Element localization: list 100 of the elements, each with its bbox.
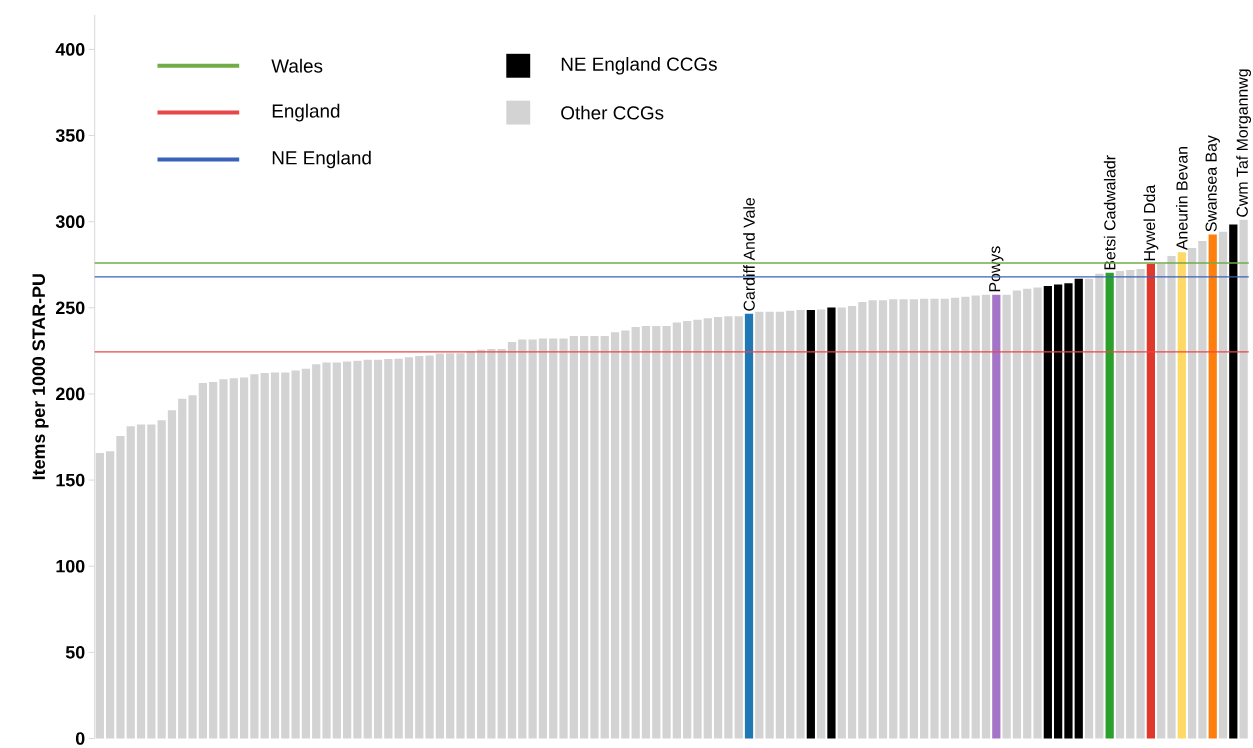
bar [322,362,331,739]
bar [610,332,620,739]
bar [837,307,846,739]
bar [909,299,918,739]
bar [1136,268,1145,739]
y-tick-label: 0 [75,732,85,745]
bar [332,362,341,739]
bar [621,330,630,739]
x-tick-label: Betsi Cadwaladr [1103,155,1116,270]
bar [569,335,578,739]
y-tick-label: 400 [55,43,85,56]
y-tick-label: 200 [55,387,85,401]
bar [209,381,218,739]
bar [239,377,249,739]
bar [559,338,568,739]
bar [1115,270,1125,739]
bar [312,364,321,739]
bar [786,310,795,739]
bar [384,358,393,739]
bar [497,348,506,739]
bar [250,374,259,739]
bar [404,357,414,739]
bar [971,295,980,739]
bar [847,306,857,739]
bar [1177,252,1186,739]
bar [1187,247,1197,739]
bar [198,382,207,739]
bar [219,379,228,739]
bar [270,372,280,739]
bar [1043,285,1052,739]
legend-label: NE England CCGs [561,56,717,75]
bar [631,327,640,739]
y-tick-label: 350 [55,129,85,142]
bar [765,311,774,739]
bar [188,395,197,739]
bar [600,335,609,739]
bar [652,326,661,739]
x-tick-label: Aneurin Bevan [1175,146,1188,251]
bar [1002,294,1011,739]
bar [116,435,125,739]
bar [167,410,177,739]
bar [136,424,146,739]
bar [373,359,383,739]
bar [178,398,187,739]
y-tick-label: 150 [56,473,85,487]
bar [1033,287,1042,739]
bar [580,335,589,739]
y-tick-label: 300 [55,215,85,228]
x-tick-label: Cwm Taf Morgannwg [1236,69,1252,217]
bar [538,338,548,739]
bar [363,359,372,739]
bar [1126,269,1135,739]
bar [806,309,815,739]
bar [260,373,269,739]
legend-label: Wales [271,58,323,73]
bar [755,311,764,739]
bar [528,339,537,739]
bar [590,335,599,739]
bar [744,313,754,739]
legend-label: England [272,103,340,122]
bar [435,353,444,739]
bar [899,299,908,739]
bar [1198,240,1207,739]
bar [1218,231,1228,739]
y-axis-title: Items per 1000 STAR-PU [32,274,49,480]
bar [126,426,135,739]
bar [1064,283,1073,739]
bar [487,348,496,739]
bar [1095,273,1104,739]
bar [683,320,692,739]
bar [476,349,486,739]
bar [992,294,1001,739]
bar [147,424,156,739]
bar [1023,288,1032,739]
bar [1167,255,1176,739]
bar [981,294,991,739]
bar [446,353,455,739]
bar [713,317,723,739]
bar [858,301,867,739]
x-tick-label: Cardiff And Vale [743,197,755,311]
bar [518,339,527,739]
bar [1208,234,1217,739]
y-tick-label: 250 [55,301,85,315]
bar [507,342,517,739]
bar [878,300,888,739]
bar [301,368,311,739]
bar [961,296,970,739]
y-tick-label: 50 [65,645,85,659]
bar [394,358,403,739]
bar [817,309,826,739]
x-tick-label: Swansea Bay [1205,135,1220,232]
bar [950,297,960,739]
bar [1146,263,1155,739]
bar [1105,272,1114,739]
bar [672,322,681,739]
bar [353,360,362,739]
bar [827,307,836,739]
bar [940,298,949,739]
bar [466,351,475,739]
legend-label: Other CCGs [561,105,664,120]
